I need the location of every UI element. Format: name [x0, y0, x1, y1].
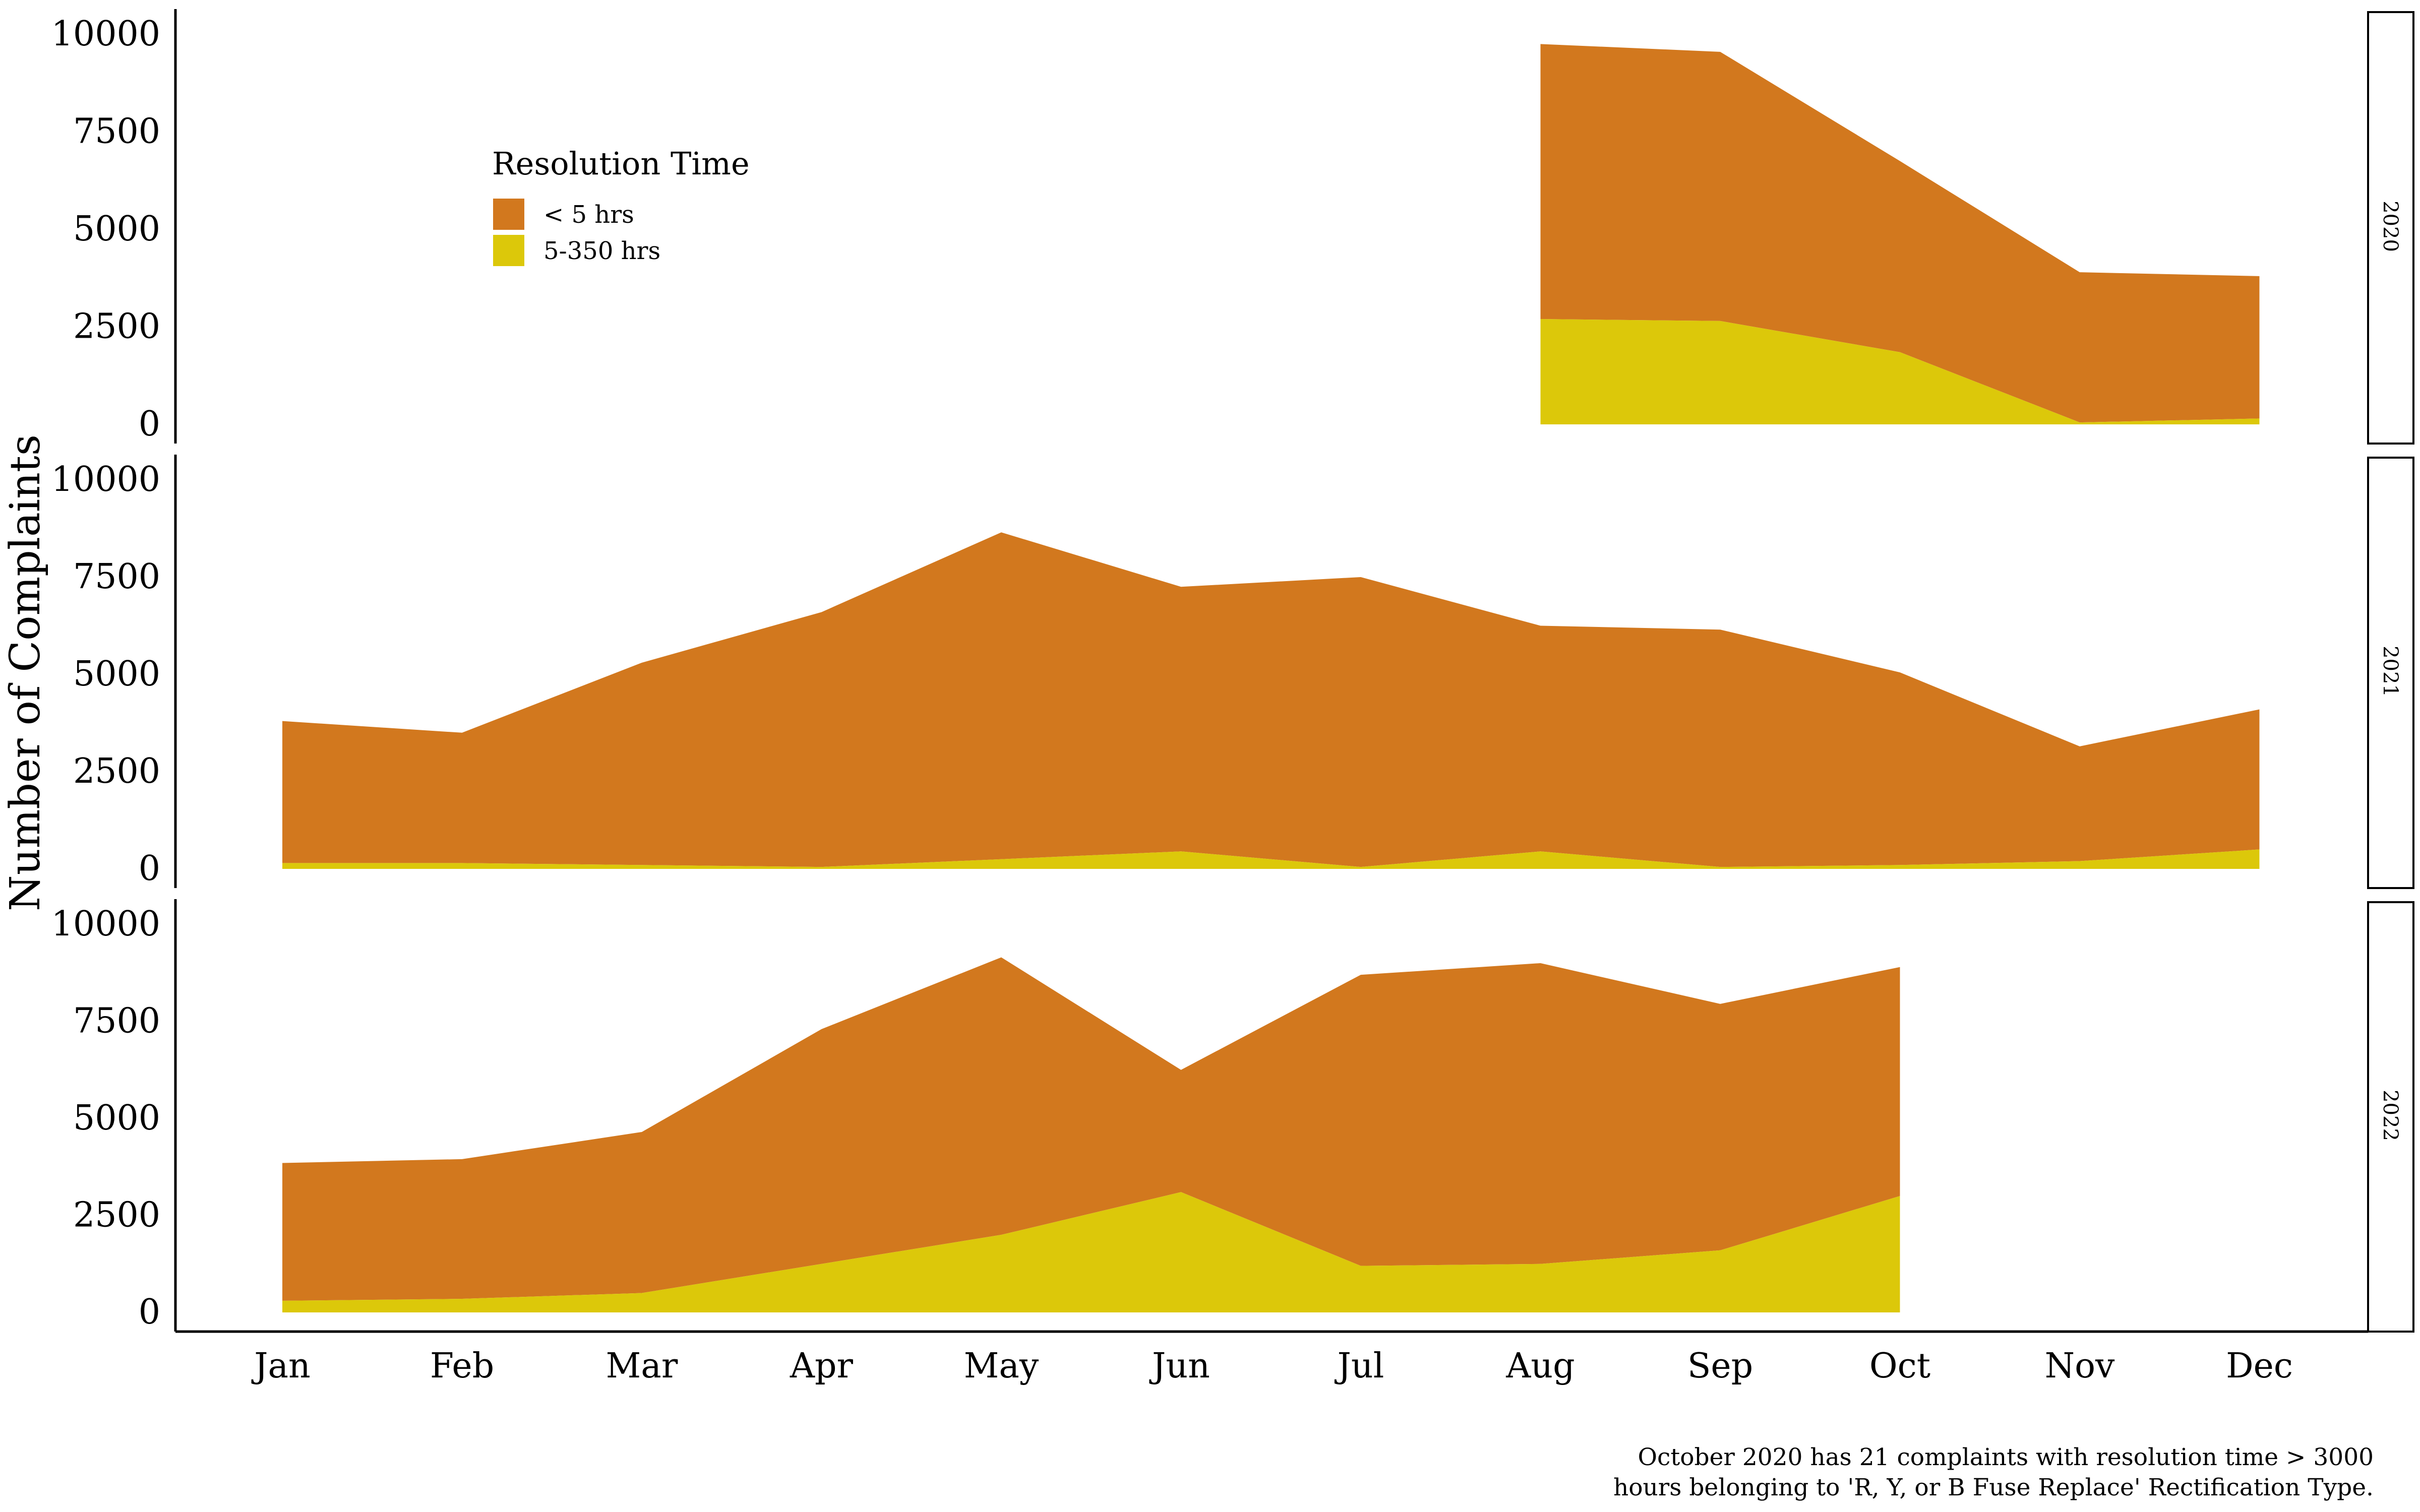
facet-strip-label-2022: 2022 [2379, 1090, 2402, 1141]
chart-caption: October 2020 has 21 complaints with reso… [1365, 1442, 2374, 1503]
x-tick-label-Mar: Mar [606, 1346, 678, 1386]
y-tick-label-2021-2500: 2500 [73, 751, 160, 791]
area-lt5-2021 [282, 532, 2260, 867]
area-lt5-2020 [1540, 44, 2260, 423]
x-axis: Jan Feb Mar Apr May Jun Jul Aug Sep Oct Nov Dec [175, 1330, 2368, 1386]
facet-strip-2021 [2367, 457, 2414, 889]
legend: Resolution Time < 5 hrs 5-350 hrs [492, 145, 750, 266]
y-tick-label-2022-2500: 2500 [73, 1195, 160, 1235]
y-tick-label-2020-0: 0 [139, 404, 160, 444]
legend-label-lt5: < 5 hrs [543, 201, 634, 229]
y-tick-label-2020-5000: 5000 [73, 209, 160, 249]
caption-line-1: October 2020 has 21 complaints with reso… [1638, 1443, 2374, 1471]
legend-label-mid: 5-350 hrs [543, 237, 660, 265]
caption-line-2: hours belonging to 'R, Y, or B Fuse Repl… [1613, 1474, 2374, 1501]
x-tick-label-Jul: Jul [1335, 1346, 1384, 1386]
legend-swatch-lt5 [493, 199, 524, 230]
y-axis-title: Number of Complaints [2, 434, 49, 911]
x-tick-label-Feb: Feb [430, 1346, 494, 1386]
x-tick-label-Aug: Aug [1505, 1346, 1575, 1386]
facet-panel-2021: 0 2500 5000 7500 10000 2021 [51, 455, 2414, 889]
area-mid-2022 [282, 1192, 1900, 1312]
x-tick-label-Jan: Jan [251, 1346, 311, 1386]
facet-panel-2020: 0 2500 5000 7500 10000 2020 [51, 9, 2414, 445]
y-tick-label-2020-2500: 2500 [73, 307, 160, 347]
y-tick-label-2021-5000: 5000 [73, 654, 160, 694]
x-tick-label-Oct: Oct [1869, 1346, 1930, 1386]
facet-strip-2020 [2367, 11, 2414, 445]
area-mid-2020 [1540, 319, 2260, 424]
x-tick-label-Jun: Jun [1149, 1346, 1210, 1386]
area-mid-2021 [282, 849, 2260, 869]
legend-title: Resolution Time [492, 145, 750, 182]
y-tick-label-2022-5000: 5000 [73, 1098, 160, 1138]
x-tick-label-Dec: Dec [2226, 1346, 2293, 1386]
y-tick-label-2020-7500: 7500 [73, 112, 160, 152]
y-tick-label-2022-0: 0 [139, 1292, 160, 1332]
y-tick-label-2022-7500: 7500 [73, 1001, 160, 1041]
x-tick-label-Apr: Apr [790, 1346, 854, 1386]
x-tick-label-Nov: Nov [2045, 1346, 2115, 1386]
facet-strip-2022 [2367, 901, 2414, 1333]
y-tick-label-2020-10000: 10000 [51, 14, 160, 54]
legend-swatch-mid [493, 235, 524, 266]
facet-strip-label-2021: 2021 [2379, 646, 2402, 697]
area-lt5-2022 [282, 957, 1900, 1301]
y-tick-label-2021-10000: 10000 [51, 460, 160, 499]
x-tick-label-May: May [964, 1346, 1039, 1386]
y-tick-label-2021-0: 0 [139, 849, 160, 889]
facet-strip-label-2020: 2020 [2379, 201, 2402, 252]
x-tick-label-Sep: Sep [1687, 1346, 1753, 1386]
y-tick-label-2021-7500: 7500 [73, 557, 160, 597]
facet-panels: 0 2500 5000 7500 10000 2020 0 2500 5000 7500 10000… [51, 9, 2414, 1333]
y-tick-label-2022-10000: 10000 [51, 904, 160, 944]
facet-panel-2022: 0 2500 5000 7500 10000 2022 [51, 899, 2414, 1333]
